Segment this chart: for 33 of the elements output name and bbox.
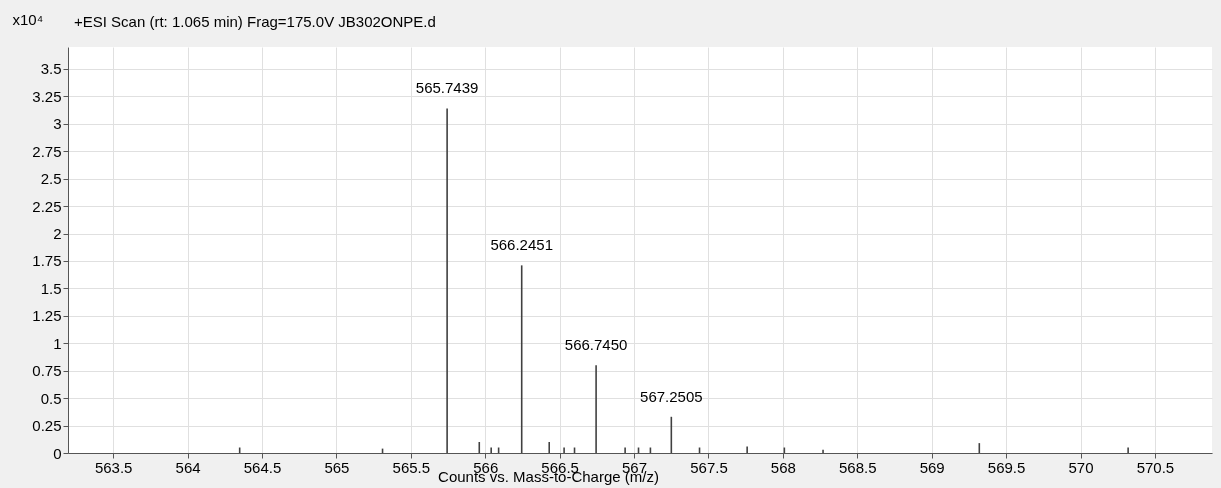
- x-tick-label: 570.5: [1136, 458, 1175, 476]
- x-tick-label: 564: [175, 458, 201, 476]
- x-tick-label: 567.5: [690, 458, 728, 476]
- y-tick-label: 1.25: [32, 307, 62, 325]
- y-tick-label: 3.25: [32, 87, 62, 105]
- annotation: 565.7439: [415, 79, 479, 97]
- x-tick-label: 563.5: [94, 458, 133, 476]
- y-tick-label: 3: [53, 115, 62, 133]
- x-tick-label: 569.5: [987, 458, 1026, 476]
- x-tick-label: 568: [770, 458, 796, 476]
- y-tick-label: 0.5: [40, 389, 62, 407]
- x-tick-label: 565: [324, 458, 350, 476]
- x-tick-label: 565.5: [392, 458, 431, 476]
- y-tick-label: 0: [53, 444, 62, 462]
- y-tick-label: 1.75: [32, 252, 62, 270]
- x-tick-label: 564.5: [243, 458, 282, 476]
- annotation: 567.2505: [640, 387, 703, 405]
- annotation: 566.7450: [564, 336, 628, 354]
- x-tick-label: 568.5: [839, 458, 877, 476]
- annotation: 566.2451: [490, 236, 553, 254]
- x-tick-label: 569: [919, 458, 945, 476]
- y-tick-label: 2: [53, 225, 62, 243]
- y-axis-title: x10⁴: [12, 10, 44, 28]
- y-tick-label: 2.25: [32, 197, 62, 215]
- y-tick-label: 3.5: [40, 60, 62, 78]
- y-tick-label: 0.25: [32, 417, 62, 435]
- chart-title: +ESI Scan (rt: 1.065 min) Frag=175.0V JB302ONPE.d: [74, 13, 436, 30]
- y-tick-label: 2.75: [32, 142, 62, 160]
- y-tick-label: 2.5: [40, 170, 62, 188]
- y-tick-label: 0.75: [32, 362, 62, 380]
- y-tick-label: 1: [53, 334, 62, 352]
- x-tick-label: 570: [1068, 458, 1094, 476]
- y-tick-label: 1.5: [40, 279, 62, 297]
